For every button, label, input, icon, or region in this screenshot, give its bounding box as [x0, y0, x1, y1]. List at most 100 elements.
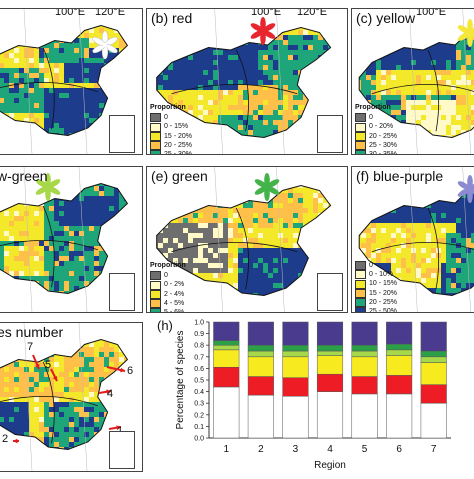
map-cell: [228, 228, 233, 233]
map-cell: [9, 128, 14, 133]
map-cell: [208, 80, 213, 85]
map-cell: [238, 115, 243, 120]
map-cell: [193, 145, 198, 150]
map-cell: [49, 43, 54, 48]
map-cell: [14, 58, 19, 63]
map-cell: [283, 193, 288, 198]
map-cell: [4, 68, 9, 73]
map-cell: [253, 238, 258, 243]
map-cell: [124, 236, 129, 241]
map-cell: [376, 238, 381, 243]
legend-swatch: [150, 123, 161, 132]
map-cell: [74, 226, 79, 231]
map-cell: [0, 73, 4, 78]
map-cell: [64, 221, 69, 226]
map-cell: [29, 291, 34, 296]
map-cell: [356, 238, 361, 243]
map-cell: [203, 218, 208, 223]
map-cell: [168, 188, 173, 193]
map-cell: [158, 198, 163, 203]
map-cell: [49, 138, 54, 143]
map-cell: [303, 278, 308, 283]
map-cell: [19, 286, 24, 291]
map-cell: [356, 50, 361, 55]
map-cell: [233, 223, 238, 228]
map-cell: [173, 198, 178, 203]
map-cell: [381, 65, 386, 70]
map-cell: [396, 233, 401, 238]
map-cell: [24, 68, 29, 73]
map-cell: [248, 188, 253, 193]
map-cell: [268, 90, 273, 95]
map-cell: [213, 105, 218, 110]
map-cell: [356, 55, 361, 60]
map-cell: [218, 125, 223, 130]
map-cell: [34, 143, 39, 148]
map-cell: [466, 218, 471, 223]
map-cell: [54, 98, 59, 103]
map-cell: [168, 243, 173, 248]
map-cell: [441, 90, 446, 95]
map-cell: [74, 181, 79, 186]
map-cell: [446, 208, 451, 213]
map-cell: [273, 213, 278, 218]
map-cell: [396, 193, 401, 198]
map-cell: [69, 53, 74, 58]
map-cell: [263, 223, 268, 228]
map-cell: [119, 63, 124, 68]
map-cell: [198, 228, 203, 233]
map-cell: [89, 83, 94, 88]
map-cell: [208, 183, 213, 188]
map-cell: [406, 30, 411, 35]
map-cell: [0, 246, 4, 251]
map-cell: [39, 216, 44, 221]
map-cell: [218, 218, 223, 223]
map-cell: [416, 105, 421, 110]
map-cell: [39, 143, 44, 148]
map-cell: [59, 68, 64, 73]
legend-swatch: [355, 141, 366, 150]
map-cell: [293, 258, 298, 263]
map-cell: [19, 271, 24, 276]
map-cell: [29, 48, 34, 53]
legend-label: 20 - 25%: [164, 141, 192, 150]
map-cell: [19, 48, 24, 53]
map-cell: [446, 188, 451, 193]
map-cell: [19, 73, 24, 78]
map-cell: [183, 85, 188, 90]
map-cell: [371, 75, 376, 80]
map-cell: [34, 53, 39, 58]
map-cell: [303, 293, 308, 298]
map-cell: [303, 243, 308, 248]
map-cell: [4, 256, 9, 261]
map-cell: [19, 28, 24, 33]
map-cell: [9, 58, 14, 63]
map-cell: [69, 231, 74, 236]
map-cell: [163, 55, 168, 60]
map-cell: [74, 143, 79, 148]
map-cell: [263, 288, 268, 293]
map-cell: [406, 75, 411, 80]
map-cell: [263, 115, 268, 120]
map-cell: [208, 248, 213, 253]
map-cell: [456, 50, 461, 55]
map-cell: [203, 140, 208, 145]
map-cell: [64, 191, 69, 196]
map-cell: [421, 60, 426, 65]
map-cell: [44, 118, 49, 123]
map-cell: [203, 75, 208, 80]
map-cell: [74, 266, 79, 271]
map-cell: [401, 105, 406, 110]
map-cell: [441, 80, 446, 85]
map-cell: [313, 228, 318, 233]
map-cell: [9, 281, 14, 286]
map-cell: [456, 145, 461, 150]
map-cell: [213, 45, 218, 50]
map-cell: [29, 261, 34, 266]
map-cell: [441, 140, 446, 145]
map-cell: [14, 28, 19, 33]
map-cell: [158, 85, 163, 90]
map-cell: [451, 183, 456, 188]
map-cell: [293, 100, 298, 105]
map-cell: [238, 50, 243, 55]
